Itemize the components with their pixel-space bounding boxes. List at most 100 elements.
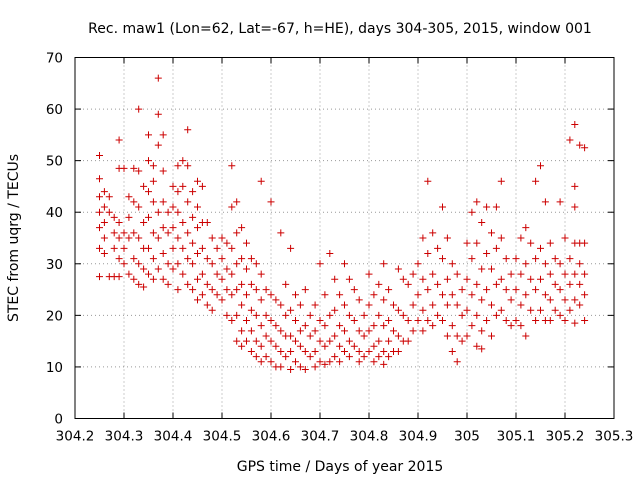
data-point <box>336 322 344 330</box>
data-point <box>194 296 201 304</box>
data-point <box>429 270 437 278</box>
data-point <box>350 286 358 294</box>
data-point <box>257 177 265 185</box>
data-point <box>448 347 456 355</box>
data-point <box>581 144 589 152</box>
data-point <box>561 317 569 325</box>
data-point <box>194 177 201 185</box>
data-point <box>537 244 544 252</box>
data-point <box>159 131 167 139</box>
data-point <box>184 162 192 170</box>
data-point <box>483 203 491 211</box>
y-tick-label: 50 <box>46 154 63 170</box>
data-point <box>228 291 236 299</box>
data-point <box>243 239 250 247</box>
data-point <box>385 317 393 325</box>
data-point <box>522 224 530 232</box>
data-point <box>135 105 143 113</box>
data-point <box>228 317 236 325</box>
data-point <box>218 275 226 283</box>
data-point <box>551 280 559 288</box>
data-point <box>140 283 148 291</box>
data-point <box>502 317 510 325</box>
data-point <box>497 306 505 314</box>
data-point <box>198 291 206 299</box>
data-point <box>527 306 535 314</box>
data-point <box>576 260 584 268</box>
data-point <box>551 255 559 263</box>
data-point <box>473 198 481 206</box>
data-point <box>488 301 495 309</box>
data-point <box>571 270 579 278</box>
data-point <box>243 317 250 325</box>
data-point <box>331 332 339 340</box>
data-point <box>483 317 491 325</box>
data-point <box>115 255 123 263</box>
data-point <box>105 208 113 216</box>
data-point <box>164 260 172 268</box>
data-point <box>326 311 334 319</box>
data-point <box>537 162 544 170</box>
data-point <box>110 244 118 252</box>
data-point <box>277 301 285 309</box>
data-point <box>512 286 520 294</box>
data-point <box>394 306 402 314</box>
data-point <box>385 337 393 345</box>
x-tick-label: 304.2 <box>56 429 95 445</box>
data-point <box>473 239 481 247</box>
data-point <box>233 337 241 345</box>
data-point <box>154 208 162 216</box>
data-point <box>257 358 265 366</box>
data-point <box>198 182 206 190</box>
data-point <box>453 270 461 278</box>
data-point <box>541 260 549 268</box>
data-point <box>571 296 579 304</box>
data-point <box>296 301 304 309</box>
data-point <box>541 291 549 299</box>
data-point <box>483 286 491 294</box>
data-point <box>419 234 427 242</box>
y-tick-label: 30 <box>46 257 63 273</box>
data-point <box>267 317 275 325</box>
data-point <box>125 213 133 221</box>
data-point <box>125 270 133 278</box>
data-point <box>571 319 579 327</box>
data-point <box>247 280 255 288</box>
data-point <box>149 198 157 206</box>
data-point <box>272 296 280 304</box>
x-tick-labels: 304.2 304.3 304.4 304.5 304.6 304.7 304.8 304.9… <box>56 429 634 445</box>
data-point <box>179 157 187 165</box>
data-point <box>326 337 334 345</box>
data-point <box>326 358 334 366</box>
data-point <box>478 327 486 335</box>
data-point <box>100 249 108 257</box>
data-point <box>448 260 456 268</box>
data-point <box>277 347 285 355</box>
data-point <box>468 291 476 299</box>
x-tick-label: 304.3 <box>105 429 144 445</box>
data-point <box>223 286 231 294</box>
data-point <box>135 260 143 268</box>
data-point <box>355 358 363 366</box>
data-point <box>380 296 388 304</box>
data-point <box>223 265 231 273</box>
data-point <box>365 327 373 335</box>
data-point <box>149 275 157 283</box>
data-point <box>336 342 344 350</box>
data-point <box>189 286 197 294</box>
data-point <box>360 332 368 340</box>
data-point <box>184 255 192 263</box>
data-point <box>252 260 260 268</box>
data-point <box>257 270 265 278</box>
data-point <box>296 342 304 350</box>
data-point <box>546 296 554 304</box>
data-point <box>267 337 275 345</box>
data-point <box>331 275 339 283</box>
data-point <box>311 327 319 335</box>
data-point <box>546 270 554 278</box>
data-point <box>571 121 579 129</box>
data-point <box>110 213 118 221</box>
data-point <box>194 275 201 283</box>
data-point <box>223 311 231 319</box>
